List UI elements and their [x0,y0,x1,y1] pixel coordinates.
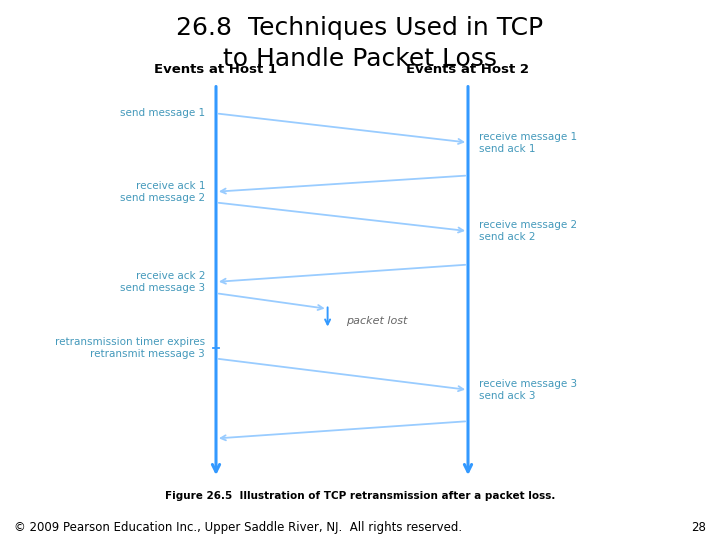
Text: 26.8  Techniques Used in TCP
to Handle Packet Loss: 26.8 Techniques Used in TCP to Handle Pa… [176,16,544,71]
Text: receive message 3
send ack 3: receive message 3 send ack 3 [479,379,577,401]
Text: packet lost: packet lost [346,316,407,326]
Text: Figure 26.5  Illustration of TCP retransmission after a packet loss.: Figure 26.5 Illustration of TCP retransm… [165,491,555,501]
Text: Events at Host 1: Events at Host 1 [155,63,277,76]
Text: receive ack 1
send message 2: receive ack 1 send message 2 [120,181,205,202]
Text: © 2009 Pearson Education Inc., Upper Saddle River, NJ.  All rights reserved.: © 2009 Pearson Education Inc., Upper Sad… [14,521,462,534]
Text: send message 1: send message 1 [120,109,205,118]
Text: 28: 28 [690,521,706,534]
Text: receive ack 2
send message 3: receive ack 2 send message 3 [120,271,205,293]
Text: Events at Host 2: Events at Host 2 [407,63,529,76]
Text: retransmission timer expires
retransmit message 3: retransmission timer expires retransmit … [55,338,205,359]
Text: receive message 1
send ack 1: receive message 1 send ack 1 [479,132,577,153]
Text: receive message 2
send ack 2: receive message 2 send ack 2 [479,220,577,242]
